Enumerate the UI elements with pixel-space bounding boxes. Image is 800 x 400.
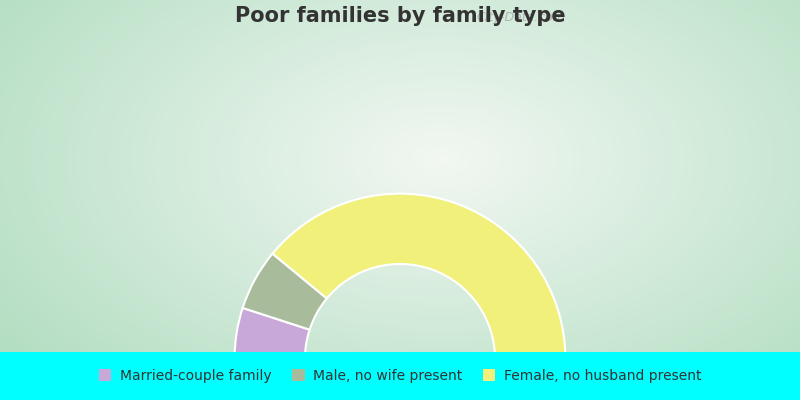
Legend: Married-couple family, Male, no wife present, Female, no husband present: Married-couple family, Male, no wife pre… (98, 369, 702, 383)
Wedge shape (242, 254, 326, 330)
Text: Poor families by family type: Poor families by family type (234, 6, 566, 26)
Wedge shape (234, 308, 310, 359)
Text: City-Data.com: City-Data.com (477, 10, 566, 24)
Wedge shape (273, 194, 566, 359)
